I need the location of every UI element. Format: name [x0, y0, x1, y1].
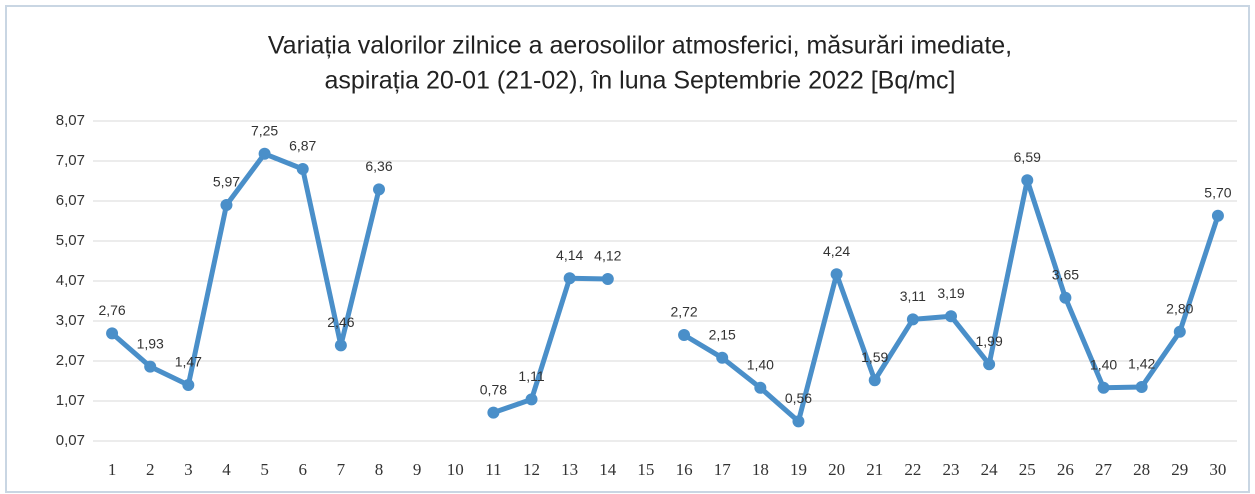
x-tick-label: 20	[828, 460, 845, 479]
data-label: 7,25	[251, 123, 278, 139]
data-label: 2,72	[670, 304, 697, 320]
x-tick-label: 21	[866, 460, 883, 479]
x-tick-label: 8	[375, 460, 384, 479]
data-point	[296, 163, 309, 175]
y-tick-label: 4,07	[56, 272, 85, 289]
x-tick-label: 3	[184, 460, 193, 479]
x-tick-label: 22	[904, 460, 921, 479]
x-tick-label: 12	[523, 460, 540, 479]
data-label: 5,70	[1204, 185, 1231, 201]
data-point	[144, 360, 157, 373]
data-label: 1,47	[175, 354, 202, 370]
data-point	[716, 351, 729, 364]
data-label: 2,76	[98, 302, 125, 318]
x-tick-label: 19	[790, 460, 807, 479]
data-label: 1,93	[137, 335, 164, 351]
data-label: 6,36	[365, 158, 392, 174]
data-point	[983, 358, 996, 371]
data-label: 3,19	[937, 285, 964, 301]
data-point	[563, 272, 576, 285]
data-point	[1059, 291, 1072, 304]
data-label: 1,59	[861, 349, 888, 365]
data-label: 1,42	[1128, 356, 1155, 372]
data-label: 2,80	[1166, 301, 1193, 317]
data-label: 0,78	[480, 381, 507, 397]
data-point	[487, 406, 500, 419]
x-tick-label: 13	[561, 460, 578, 479]
data-label: 6,59	[1014, 149, 1041, 165]
data-label: 3,65	[1052, 267, 1079, 283]
data-point	[182, 379, 195, 391]
data-label: 4,12	[594, 248, 621, 264]
data-point	[334, 339, 347, 352]
data-point	[220, 199, 233, 211]
data-point	[525, 393, 538, 406]
x-tick-label: 24	[981, 460, 999, 479]
data-label: 5,97	[213, 174, 240, 190]
data-point	[678, 329, 691, 341]
data-label: 1,40	[1090, 357, 1117, 373]
x-tick-label: 16	[676, 460, 693, 479]
x-tick-label: 9	[413, 460, 422, 479]
x-tick-label: 25	[1019, 460, 1036, 479]
data-point	[1173, 325, 1186, 338]
data-label: 6,87	[289, 138, 316, 154]
x-tick-label: 14	[599, 460, 617, 479]
x-tick-label: 7	[337, 460, 346, 479]
y-tick-label: 5,07	[56, 232, 85, 249]
x-tick-label: 30	[1209, 460, 1226, 479]
data-label: 1,99	[976, 333, 1003, 349]
chart-title: Variația valorilor zilnice a aerosolilor…	[268, 32, 1012, 60]
x-tick-label: 17	[714, 460, 732, 479]
data-point	[754, 381, 767, 394]
x-tick-label: 1	[108, 460, 117, 479]
x-tick-label: 18	[752, 460, 769, 479]
data-label: 4,14	[556, 247, 583, 263]
x-tick-label: 2	[146, 460, 155, 479]
data-point	[1021, 174, 1034, 187]
data-point	[1135, 381, 1148, 393]
data-point	[1211, 209, 1224, 222]
x-tick-label: 28	[1133, 460, 1150, 479]
x-tick-label: 15	[637, 460, 654, 479]
data-point	[258, 147, 271, 160]
data-point	[601, 273, 614, 285]
data-point	[868, 374, 881, 387]
x-tick-label: 26	[1057, 460, 1074, 479]
data-point	[1097, 381, 1110, 394]
data-label: 2,46	[327, 314, 354, 330]
data-label: 3,11	[900, 288, 926, 304]
data-point	[906, 313, 919, 326]
y-tick-label: 6,07	[56, 192, 85, 209]
y-tick-label: 0,07	[56, 432, 85, 449]
chart-title: aspirația 20-01 (21-02), în luna Septemb…	[325, 67, 956, 95]
data-label: 1,40	[747, 357, 774, 373]
data-point	[106, 327, 119, 340]
data-point	[373, 183, 385, 196]
y-tick-label: 8,07	[56, 112, 85, 129]
x-tick-label: 4	[222, 460, 231, 479]
x-tick-label: 6	[298, 460, 307, 479]
data-label: 4,24	[823, 243, 850, 259]
x-tick-label: 27	[1095, 460, 1113, 479]
x-tick-label: 29	[1171, 460, 1188, 479]
y-tick-label: 7,07	[56, 152, 85, 169]
x-tick-label: 5	[260, 460, 269, 479]
x-tick-label: 10	[447, 460, 464, 479]
data-label: 0,56	[785, 390, 812, 406]
data-label: 1,11	[518, 368, 544, 384]
data-point	[945, 310, 957, 323]
data-point	[830, 268, 843, 281]
y-tick-label: 2,07	[56, 352, 85, 369]
chart-frame	[5, 5, 1250, 493]
y-tick-label: 3,07	[56, 312, 85, 329]
y-tick-label: 1,07	[56, 392, 85, 409]
data-label: 2,15	[709, 327, 736, 343]
x-tick-label: 11	[485, 460, 501, 479]
data-point	[792, 415, 805, 428]
x-tick-label: 23	[943, 460, 960, 479]
